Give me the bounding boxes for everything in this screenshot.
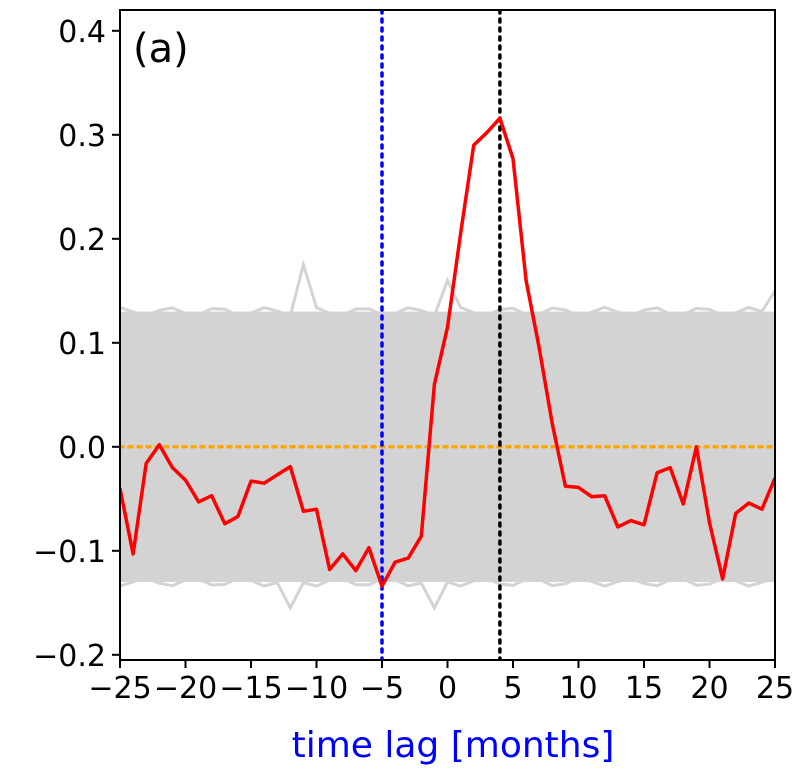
x-tick-label: −10 bbox=[285, 671, 348, 706]
y-tick-label: −0.2 bbox=[33, 639, 106, 674]
y-tick-label: 0.2 bbox=[58, 223, 106, 258]
panel-label: (a) bbox=[133, 26, 189, 72]
x-axis: −25 −20 −15 −10 −5 0 5 10 15 20 25 bbox=[88, 660, 794, 706]
x-tick-label: 20 bbox=[690, 671, 728, 706]
x-tick-label: 25 bbox=[756, 671, 794, 706]
x-tick-label: 15 bbox=[625, 671, 663, 706]
x-tick-label: 5 bbox=[503, 671, 522, 706]
series-line bbox=[120, 116, 775, 588]
x-tick-label: −25 bbox=[88, 671, 151, 706]
y-tick-label: 0.1 bbox=[58, 327, 106, 362]
y-tick-label: −0.1 bbox=[33, 535, 106, 570]
y-axis: −0.2 −0.1 0.0 0.1 0.2 0.3 0.4 bbox=[33, 15, 120, 674]
series-group bbox=[120, 116, 775, 588]
y-tick-label: 0.0 bbox=[58, 431, 106, 466]
y-tick-label: 0.3 bbox=[58, 119, 106, 154]
x-axis-label: time lag [months] bbox=[292, 725, 615, 766]
x-tick-label: 10 bbox=[559, 671, 597, 706]
x-tick-label: −5 bbox=[360, 671, 404, 706]
y-tick-label: 0.4 bbox=[58, 15, 106, 50]
surrogate-lower-envelope bbox=[120, 576, 775, 612]
x-tick-label: −20 bbox=[154, 671, 217, 706]
x-tick-label: 0 bbox=[438, 671, 457, 706]
x-tick-label: −15 bbox=[219, 671, 282, 706]
surrogate-upper-envelope bbox=[120, 259, 775, 318]
